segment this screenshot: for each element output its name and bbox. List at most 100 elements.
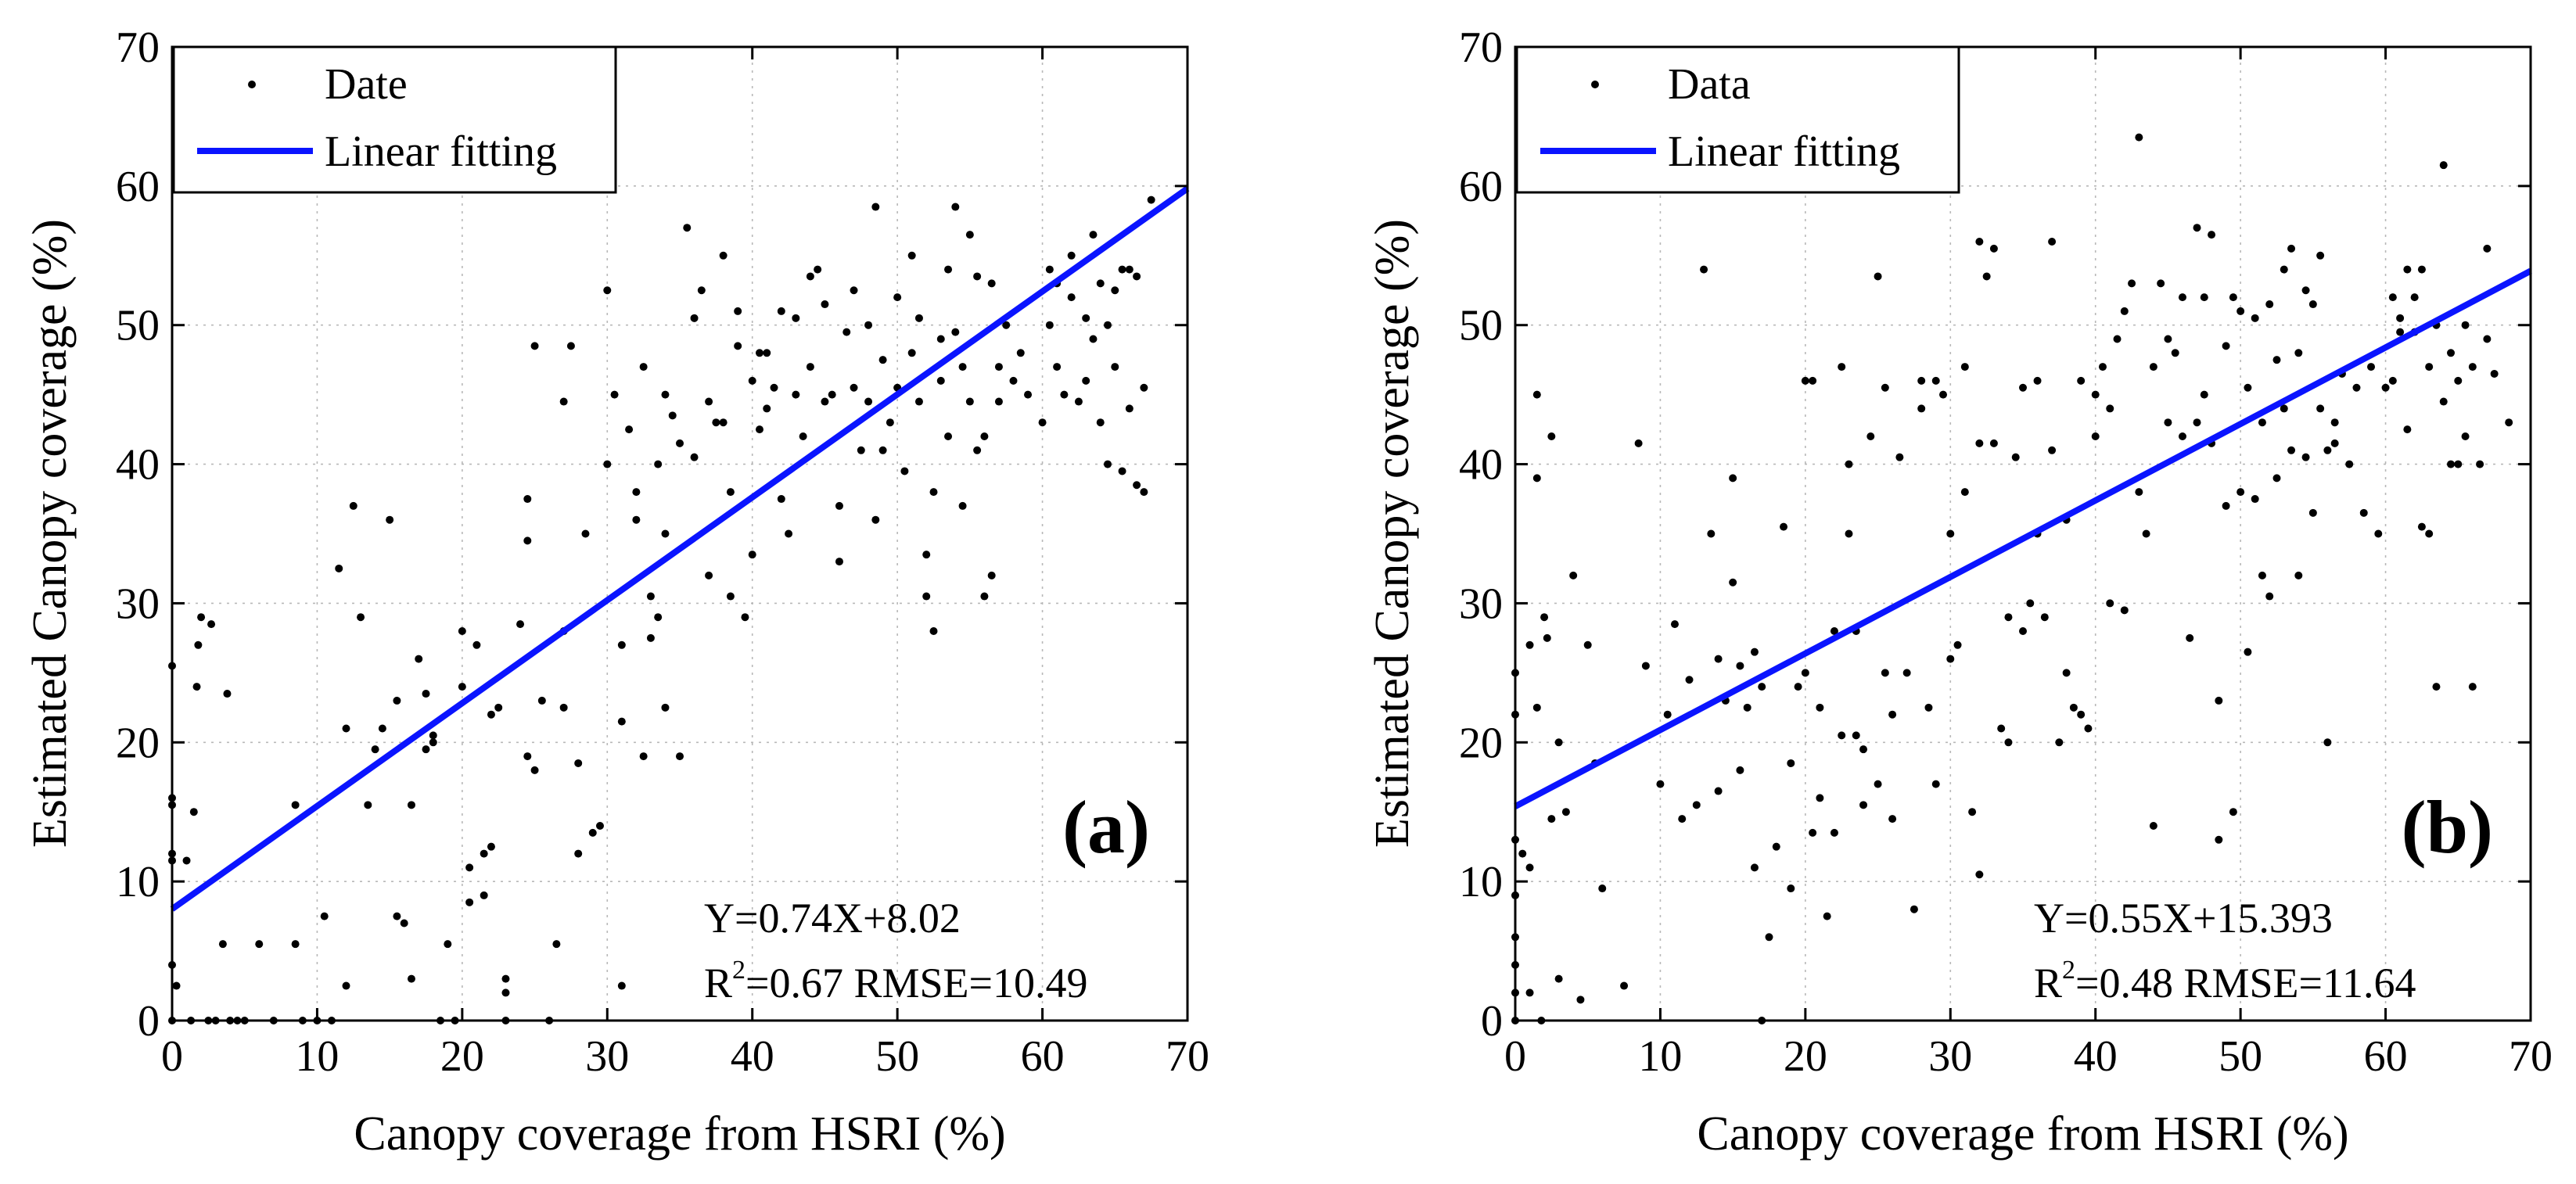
data-point [501,974,510,983]
data-point [987,571,996,579]
r2-superscript: 2 [732,956,745,985]
x-tick-label: 20 [440,1032,484,1081]
data-point [2352,383,2361,392]
data-point [646,633,655,642]
data-point [661,703,670,712]
x-tick-label: 30 [585,1032,629,1081]
data-point [1089,231,1098,239]
data-point [1038,418,1047,427]
data-point [1678,815,1687,823]
data-point [1125,265,1134,274]
data-point [342,981,350,990]
data-point [2236,488,2245,497]
data-point [2447,460,2456,468]
x-tick-label: 10 [1638,1032,1682,1081]
data-point [349,501,357,510]
y-tick-label: 70 [116,23,160,72]
data-point [2403,425,2412,434]
fit-line [170,185,1190,912]
data-point [806,363,814,371]
data-point [850,383,858,392]
data-point [676,752,684,761]
data-point [1787,884,1795,893]
data-point [2200,293,2208,302]
data-point [393,696,401,705]
data-point [1024,390,1033,399]
data-point [2171,349,2179,357]
data-point [2432,683,2441,691]
data-point [1656,780,1665,788]
data-point [2287,446,2296,454]
data-point [748,376,756,385]
data-point [1700,265,1708,274]
data-point [1816,703,1824,712]
data-point [1758,683,1766,691]
data-point [617,981,626,990]
data-point [1554,974,1563,983]
data-point [1750,863,1759,872]
data-point [1125,404,1134,413]
data-point [676,439,684,447]
data-point [523,495,532,504]
data-point [1133,481,1141,490]
data-point [574,759,583,767]
y-tick-label: 20 [116,719,160,767]
data-point [958,363,967,371]
data-point [2048,446,2057,454]
data-point [2149,363,2157,371]
data-point [530,766,539,774]
data-point [1118,467,1126,475]
plot-frame [1514,45,2532,1022]
data-point [1874,780,1882,788]
legend: Data Linear fitting [1515,45,1960,194]
data-point [2308,300,2317,309]
data-point [596,822,605,830]
data-point [1089,335,1098,343]
data-point [2330,439,2339,447]
data-point [2077,710,2086,719]
data-point [335,564,343,572]
legend: Date Linear fitting [172,45,617,194]
data-point [2098,363,2107,371]
data-point [770,383,778,392]
legend-label-fit: Linear fitting [325,127,557,176]
data-point [320,912,329,920]
data-point [1067,251,1076,260]
data-point [1801,376,1809,385]
data-point [2301,286,2310,295]
data-point [2323,446,2332,454]
data-point [523,752,532,761]
grid-lines [172,47,1187,1021]
x-axis-label: Canopy coverage from HSRI (%) [1697,1107,2348,1161]
data-point [2483,244,2492,253]
data-point [1082,376,1090,385]
data-point [958,501,967,510]
r2-superscript: 2 [2062,956,2075,985]
axis-ticks: 0 10 20 30 40 50 60 70 0 10 20 30 40 50 60 70 [1459,23,2553,1081]
data-point [835,558,843,566]
data-point [871,203,880,211]
y-tick-label: 10 [1459,858,1503,906]
data-point [2359,508,2368,517]
data-point [2062,669,2071,677]
data-point [2004,738,2013,747]
data-point [357,613,365,622]
data-point [1147,196,1155,204]
data-point [1663,710,1672,719]
data-point [1547,432,1556,440]
data-point [1540,613,1549,622]
data-point [1931,780,1940,788]
plot-area [172,47,1187,1021]
data-point [639,363,648,371]
r2-symbol: R [704,960,732,1006]
y-tick-label: 0 [138,997,160,1046]
data-point [814,265,822,274]
data-point [719,251,728,260]
data-point [625,425,634,434]
data-point [821,300,829,309]
data-point [1997,724,2006,733]
data-point [1982,272,1991,281]
x-tick-label: 10 [295,1032,339,1081]
data-point [936,335,945,343]
data-point [2388,376,2397,385]
